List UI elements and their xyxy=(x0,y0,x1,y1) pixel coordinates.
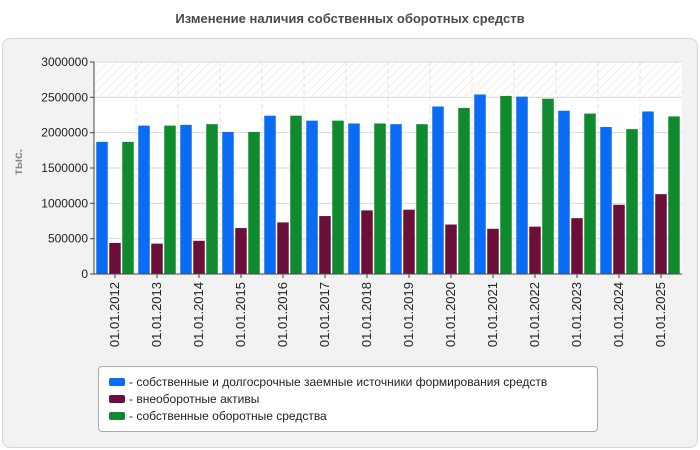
bar-series-1 xyxy=(348,123,360,274)
y-tick-label: 500000 xyxy=(48,232,88,246)
legend-item-noncurrent: - внеоборотные активы xyxy=(109,390,597,407)
y-tick-label: 2000000 xyxy=(41,126,88,140)
bar-series-3 xyxy=(332,120,344,274)
y-axis-label: тыс. xyxy=(11,149,25,175)
bar-series-2 xyxy=(361,210,373,274)
y-tick-label: 1500000 xyxy=(41,161,88,175)
bar-series-1 xyxy=(432,106,444,275)
legend-label-working-capital: - собственные оборотные средства xyxy=(129,408,327,423)
x-tick-label: 01.01.2018 xyxy=(359,282,374,347)
bar-series-2 xyxy=(487,228,499,274)
bar-series-1 xyxy=(180,124,192,274)
legend-item-sources: - собственные и долгосрочные заемные ист… xyxy=(109,373,597,390)
bar-series-1 xyxy=(264,115,276,274)
bar-series-3 xyxy=(374,123,386,274)
bar-series-2 xyxy=(319,216,331,274)
bar-series-3 xyxy=(626,129,638,274)
x-tick-label: 01.01.2012 xyxy=(107,282,122,347)
x-tick-label: 01.01.2015 xyxy=(233,282,248,347)
bar-series-2 xyxy=(151,243,163,274)
bar-series-3 xyxy=(164,125,176,274)
x-tick-label: 01.01.2025 xyxy=(653,282,668,347)
x-tick-label: 01.01.2017 xyxy=(317,282,332,347)
bar-series-3 xyxy=(542,98,554,274)
x-tick-label: 01.01.2016 xyxy=(275,282,290,347)
bar-series-2 xyxy=(235,228,247,274)
x-tick-label: 01.01.2013 xyxy=(149,282,164,347)
legend-label-sources: - собственные и долгосрочные заемные ист… xyxy=(129,374,548,389)
bar-series-3 xyxy=(122,141,134,274)
bar-series-3 xyxy=(458,107,470,274)
legend-swatch-working-capital xyxy=(109,411,125,420)
bar-series-1 xyxy=(96,141,108,274)
bar-series-2 xyxy=(109,242,121,274)
bar-series-1 xyxy=(390,124,402,274)
legend-swatch-sources xyxy=(109,377,125,386)
x-tick-label: 01.01.2014 xyxy=(191,282,206,347)
y-tick-label: 2500000 xyxy=(41,90,88,104)
legend-item-working-capital: - собственные оборотные средства xyxy=(109,407,597,424)
y-tick-label: 1000000 xyxy=(41,196,88,210)
bar-series-1 xyxy=(138,125,150,274)
y-tick-label: 3000000 xyxy=(41,55,88,69)
bar-series-2 xyxy=(655,194,667,274)
bar-series-1 xyxy=(600,127,612,274)
chart-title: Изменение наличия собственных оборотных … xyxy=(175,11,525,26)
bar-series-1 xyxy=(222,131,234,274)
bar-series-3 xyxy=(206,124,218,274)
x-tick-label: 01.01.2020 xyxy=(443,282,458,347)
bar-series-3 xyxy=(416,124,428,274)
bar-series-3 xyxy=(500,95,512,274)
bar-series-1 xyxy=(642,111,654,274)
y-tick-label: 0 xyxy=(81,267,88,281)
bar-series-1 xyxy=(558,110,570,274)
bar-series-3 xyxy=(584,113,596,274)
x-tick-label: 01.01.2023 xyxy=(569,282,584,347)
x-tick-label: 01.01.2019 xyxy=(401,282,416,347)
bar-series-1 xyxy=(516,96,528,274)
x-tick-label: 01.01.2021 xyxy=(485,282,500,347)
bar-series-1 xyxy=(306,120,318,274)
bar-series-3 xyxy=(668,116,680,274)
bar-series-2 xyxy=(445,224,457,274)
legend: - собственные и долгосрочные заемные ист… xyxy=(98,366,598,432)
x-tick-label: 01.01.2024 xyxy=(611,282,626,347)
bar-series-2 xyxy=(613,204,625,274)
bar-series-2 xyxy=(193,240,205,274)
bar-series-2 xyxy=(529,226,541,274)
legend-label-noncurrent: - внеоборотные активы xyxy=(129,391,260,406)
bar-series-2 xyxy=(403,209,415,274)
legend-swatch-noncurrent xyxy=(109,394,125,403)
bar-series-3 xyxy=(290,115,302,274)
bar-series-2 xyxy=(277,222,289,274)
x-tick-label: 01.01.2022 xyxy=(527,282,542,347)
bar-series-1 xyxy=(474,94,486,274)
bar-series-3 xyxy=(248,131,260,274)
bar-series-2 xyxy=(571,218,583,274)
